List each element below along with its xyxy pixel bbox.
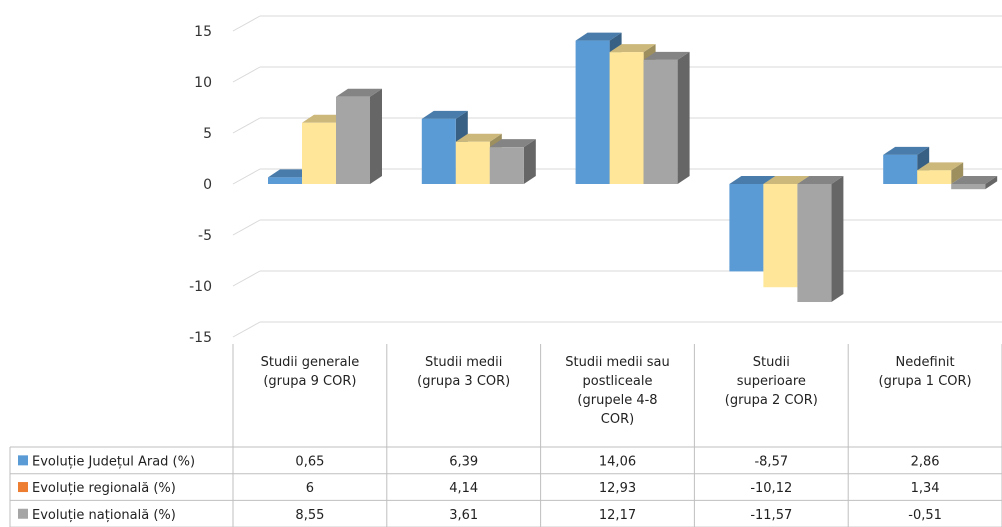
bar [455,141,490,184]
gridline-depth [232,321,261,338]
data-label: 8,55 [295,508,324,523]
bar-side [523,139,536,184]
y-tick-label: 10 [194,75,212,91]
data-label: 3,61 [449,508,478,523]
data-label: 12,17 [599,508,636,523]
bar [575,40,610,185]
data-label: 2,86 [911,454,940,469]
bar [729,184,764,272]
category-label: Studii generale (grupa 9 COR) [261,355,360,389]
legend-key [18,508,28,519]
data-label: 14,06 [599,454,636,469]
bar-top [455,133,502,142]
bar-top [951,176,998,184]
bar-side [370,88,382,184]
data-label: 12,93 [599,481,636,496]
bar [421,118,456,184]
data-label: 6,39 [449,454,478,469]
gridline-depth [232,219,261,236]
bar [609,52,644,184]
bar-top [917,162,964,171]
bar-side [985,176,998,190]
bar [797,184,832,303]
data-label: 4,14 [449,481,478,496]
bar-side [677,51,690,185]
legend-label: Evoluție Județul Arad (%) [32,454,195,469]
bar-top [609,44,656,53]
y-tick-label: 5 [203,126,212,142]
data-label: -0,51 [908,508,942,523]
bar [763,184,798,288]
y-tick-label: -10 [189,279,212,295]
bar [336,96,370,184]
gridline-depth [232,270,261,287]
data-label: -11,57 [750,508,792,523]
bar-top [489,139,536,148]
category-label: Nedefinit (grupa 1 COR) [879,355,972,389]
bar [489,147,524,184]
legend-label: Evoluție regională (%) [32,481,176,496]
gridline-depth [232,117,261,134]
category-label: Studii medii (grupa 3 COR) [417,355,510,389]
bar [951,184,986,190]
data-label: 0,65 [295,454,324,469]
y-tick-label: 15 [194,24,212,40]
legend-label: Evoluție națională (%) [32,508,176,523]
data-label: 6 [306,481,314,496]
data-label: 1,34 [911,481,940,496]
y-tick-label: 0 [203,177,212,193]
y-tick-label: -15 [189,330,212,346]
category-label: Studii superioare (grupa 2 COR) [725,355,818,408]
bar-top [643,51,690,60]
bar [268,177,302,184]
data-label: -10,12 [750,481,792,496]
y-tick-label: -5 [198,228,212,244]
bar-top [575,32,622,41]
gridline-depth [232,66,261,83]
gridline-depth [232,15,261,32]
bar-side [831,176,844,303]
bar [917,170,952,184]
category-label: Studii medii sau postliceale (grupele 4-8 C… [565,355,669,427]
bar-top [797,176,844,184]
bar-top [763,176,810,184]
bar-top [421,110,468,119]
legend-key [18,482,28,493]
bar-side [951,162,964,184]
bar [883,154,918,184]
data-label: -8,57 [754,454,788,469]
bar-top [883,146,930,155]
bar-top [729,176,776,184]
legend-key [18,455,28,466]
bar [302,122,336,184]
bar [643,59,678,185]
bar-top [336,88,382,97]
gridline-depth [232,168,261,185]
